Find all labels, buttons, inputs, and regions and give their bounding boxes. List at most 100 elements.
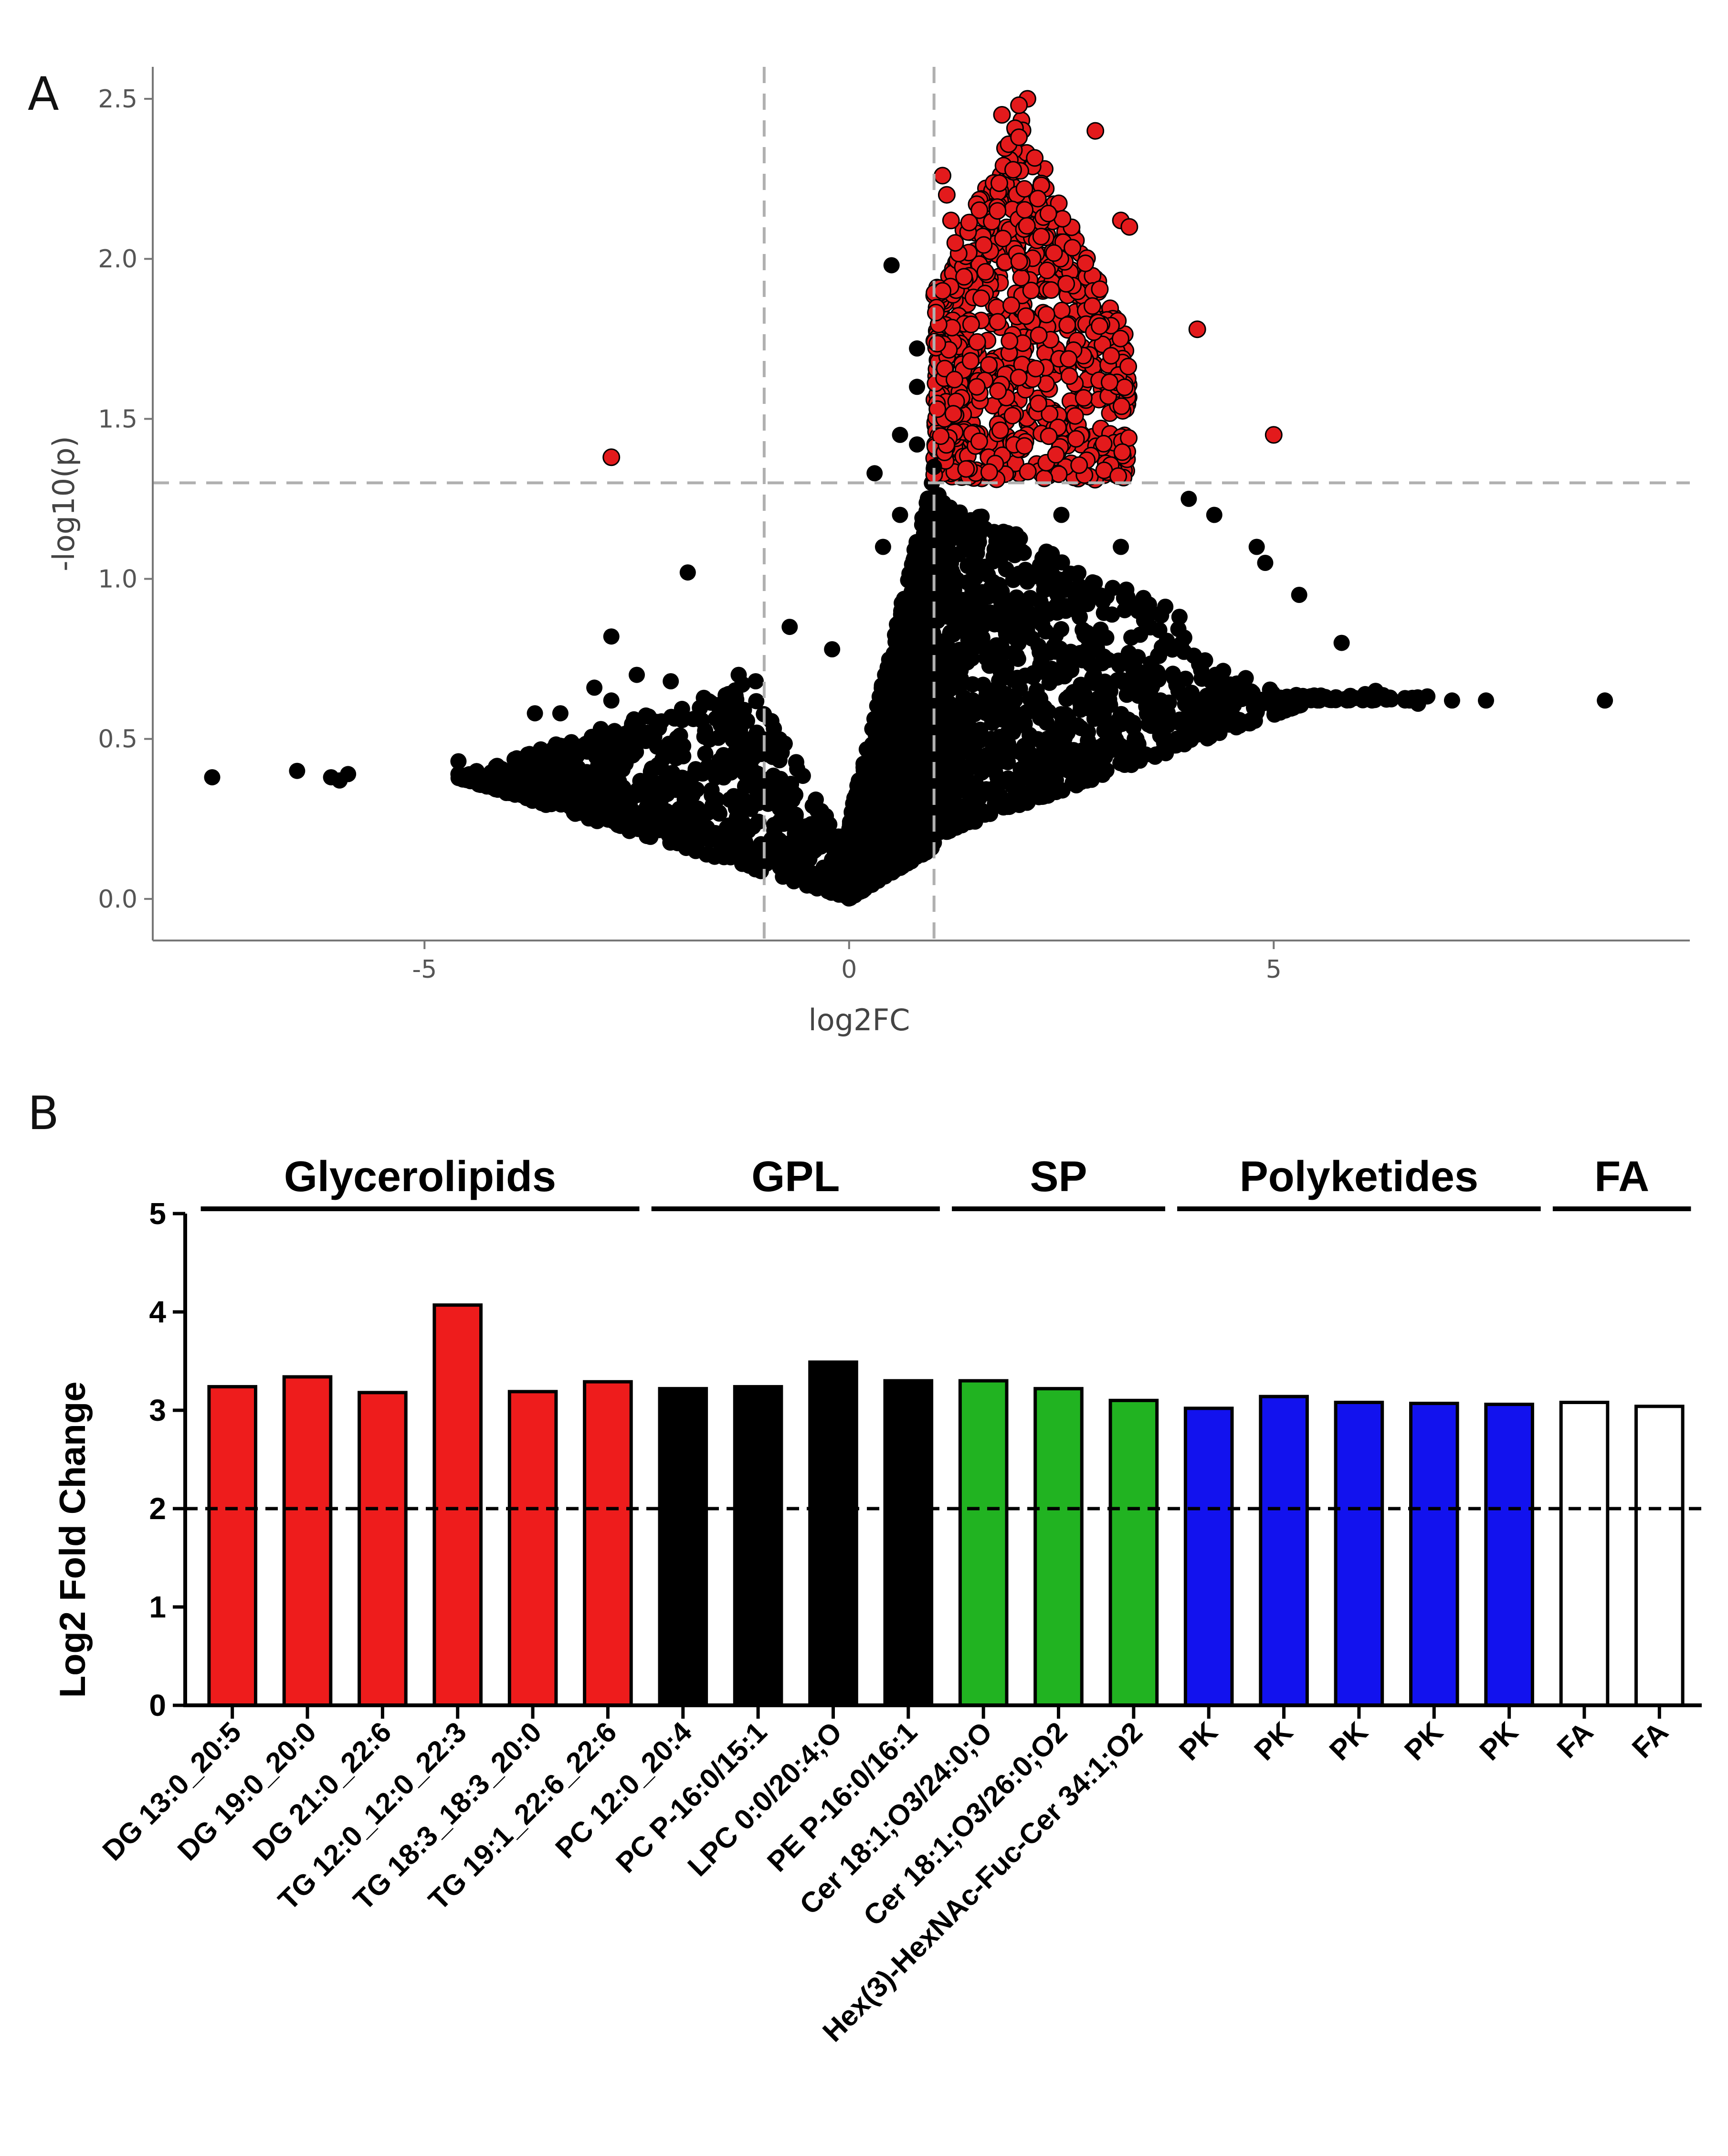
data-point — [604, 794, 621, 811]
y-tick-label: 5 — [149, 1196, 166, 1231]
data-point — [998, 561, 1014, 578]
data-point — [992, 650, 1009, 666]
data-point — [900, 704, 917, 721]
data-point-significant — [975, 236, 993, 254]
data-point — [722, 849, 739, 866]
data-point — [1248, 692, 1264, 709]
data-point — [956, 517, 972, 534]
outlier-point — [1478, 692, 1494, 709]
data-point — [814, 871, 831, 888]
data-point — [877, 715, 894, 732]
bar — [808, 1360, 858, 1707]
data-point-significant — [976, 263, 994, 281]
data-point — [804, 798, 821, 814]
data-point — [894, 783, 911, 800]
data-point — [552, 757, 569, 774]
outlier-point — [824, 641, 841, 657]
outlier-point — [1248, 539, 1265, 555]
threshold-lines — [153, 67, 1690, 941]
data-point — [688, 782, 705, 798]
data-point-significant — [927, 304, 945, 322]
y-tick-label: 1.5 — [98, 405, 137, 433]
data-point — [572, 799, 589, 815]
data-point — [862, 859, 878, 875]
data-point — [1211, 680, 1228, 697]
data-point — [1063, 644, 1079, 660]
panel-a-letter: A — [28, 67, 59, 121]
outlier-point — [679, 564, 696, 581]
data-point — [1000, 793, 1017, 809]
data-point — [763, 794, 780, 811]
data-point-significant — [962, 316, 980, 333]
data-point — [1193, 670, 1210, 687]
data-point — [871, 787, 888, 804]
outlier-point — [552, 705, 569, 722]
data-point — [748, 693, 765, 709]
data-point — [783, 776, 800, 792]
data-point — [931, 633, 948, 650]
data-point — [973, 764, 990, 781]
data-point-significant — [970, 432, 988, 450]
group-label: FA — [1594, 1153, 1649, 1201]
data-point — [723, 764, 739, 781]
y-tick-label: 3 — [149, 1393, 166, 1427]
bar — [1484, 1403, 1534, 1707]
outlier-point — [1291, 587, 1307, 603]
data-point-significant — [1029, 394, 1047, 412]
data-point — [1378, 691, 1395, 708]
data-point — [592, 780, 609, 796]
data-point — [938, 542, 955, 559]
data-point — [676, 791, 693, 808]
outlier-point — [1113, 539, 1129, 555]
data-point-significant — [1076, 254, 1095, 273]
data-point — [832, 883, 849, 899]
category-label: PK — [1173, 1716, 1223, 1766]
data-point — [922, 713, 939, 730]
data-point — [1160, 694, 1177, 711]
data-point — [1017, 757, 1033, 773]
data-point — [547, 772, 564, 789]
category-label: PK — [1398, 1716, 1449, 1766]
data-point — [643, 730, 659, 747]
data-point — [642, 828, 659, 845]
data-point — [558, 789, 574, 806]
data-point-significant — [961, 352, 980, 370]
category-labels: DG 13:0_20:5DG 19:0_20:0DG 21:0_22:6TG 1… — [96, 1715, 1675, 2048]
y-tick-label: 2.0 — [98, 245, 137, 274]
outlier-point — [1444, 692, 1460, 709]
data-point — [1154, 743, 1170, 760]
data-point-significant — [1102, 347, 1120, 365]
data-point-significant — [1113, 443, 1131, 461]
data-point — [1242, 714, 1258, 731]
data-point — [676, 822, 693, 839]
data-point — [713, 711, 729, 728]
outlier-point — [875, 539, 891, 555]
data-point — [1034, 563, 1051, 580]
data-point — [992, 773, 1009, 790]
data-point — [991, 694, 1008, 711]
data-point — [847, 835, 864, 851]
data-point-significant — [1050, 465, 1068, 483]
data-point — [962, 636, 979, 653]
data-point — [709, 825, 726, 842]
data-point — [1018, 704, 1035, 720]
data-point — [936, 720, 953, 737]
data-point — [728, 818, 745, 835]
outlier-significant — [938, 186, 956, 204]
data-point — [975, 676, 991, 693]
data-point — [960, 802, 977, 818]
data-point — [1113, 716, 1130, 732]
data-point — [971, 508, 988, 525]
data-point — [904, 823, 921, 840]
data-point — [630, 717, 646, 733]
data-point-significant — [1091, 280, 1109, 298]
volcano-plot: -5 0 50.00.51.01.52.02.5 — [98, 67, 1690, 984]
data-point — [1237, 670, 1254, 687]
data-point — [742, 801, 759, 817]
data-point-significant — [989, 382, 1007, 400]
group-label: Polyketides — [1240, 1153, 1478, 1201]
data-point — [608, 765, 624, 782]
data-point — [560, 775, 577, 792]
data-point — [846, 846, 863, 862]
